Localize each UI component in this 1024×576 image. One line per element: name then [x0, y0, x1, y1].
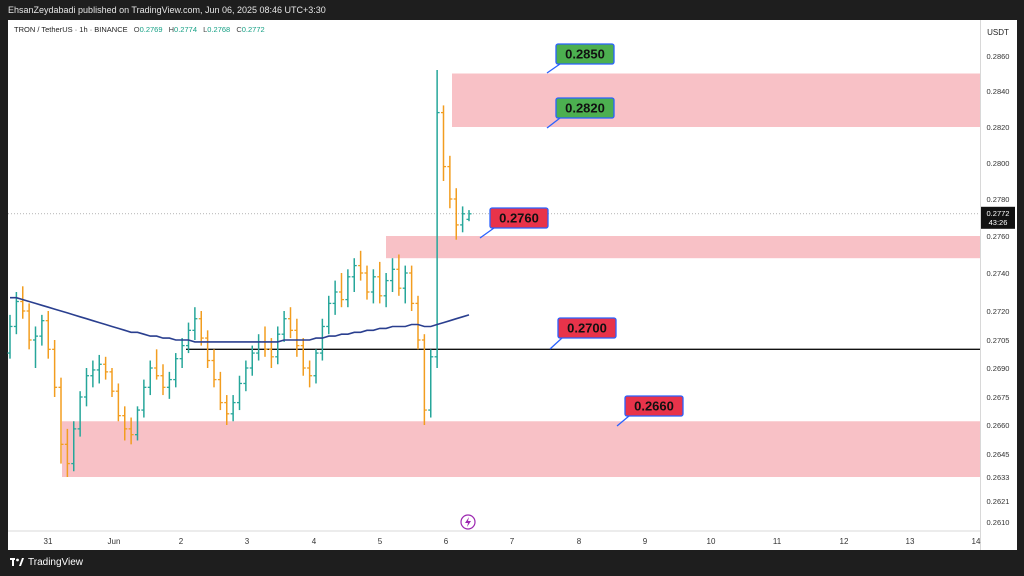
footer-bar: [0, 550, 1024, 576]
high-value: 0.2774: [174, 25, 197, 34]
tradingview-logo-icon: [10, 556, 24, 568]
brand-name: TradingView: [28, 556, 84, 568]
high-label: H: [168, 25, 175, 34]
publisher-text: EhsanZeydabadi published on TradingView.…: [8, 5, 326, 15]
close-value: 0.2772: [241, 25, 265, 34]
publisher-bar: EhsanZeydabadi published on TradingView.…: [0, 0, 1024, 20]
low-label: L: [203, 25, 208, 34]
open-value: 0.2769: [139, 25, 163, 34]
chart-pane[interactable]: [8, 20, 980, 550]
low-value: 0.2768: [207, 25, 231, 34]
symbol-legend: TRON / TetherUS · 1h · BINANCE O0.2769 H…: [14, 25, 265, 34]
open-label: O: [133, 25, 140, 34]
tradingview-brand[interactable]: TradingView: [10, 556, 83, 568]
close-label: C: [236, 25, 242, 34]
price-scale[interactable]: [980, 20, 1017, 550]
symbol-title: TRON / TetherUS · 1h · BINANCE: [14, 25, 128, 34]
